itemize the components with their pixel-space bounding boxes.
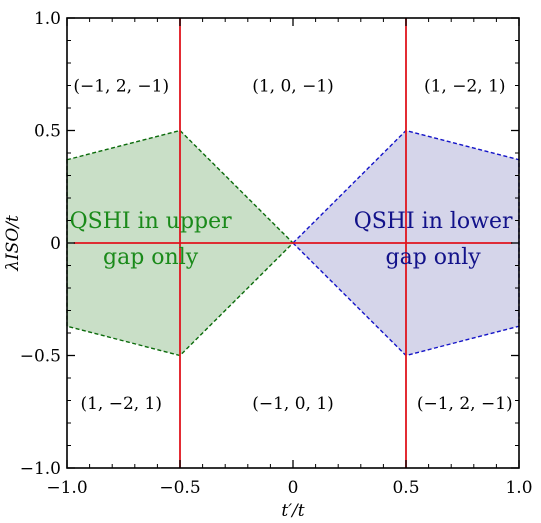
region-label-1: (1, 0, −1) — [252, 77, 334, 97]
region-label-3: (1, −2, 1) — [80, 394, 162, 414]
annotation-1-line-1: gap only — [386, 245, 482, 270]
x-tick-label: −0.5 — [159, 478, 200, 498]
y-tick-label: −0.5 — [20, 347, 61, 367]
phase-boundary-lines — [73, 18, 513, 468]
region-label-4: (−1, 0, 1) — [252, 394, 334, 414]
region-label-2: (1, −2, 1) — [424, 77, 506, 97]
y-axis-label: λISO/t — [3, 215, 23, 272]
x-tick-label: −1.0 — [46, 478, 87, 498]
x-axis-label: t′/t — [281, 501, 304, 521]
region-labels: (−1, 2, −1) (1, 0, −1) (1, −2, 1) (1, −2, 1… — [73, 77, 512, 414]
region-label-5: (−1, 2, −1) — [417, 394, 513, 414]
x-tick-label: 0.5 — [392, 478, 419, 498]
x-tick-label: 1.0 — [505, 478, 532, 498]
annotation-1-line-0: QSHI in lower — [354, 209, 513, 234]
y-tick-label: 0 — [50, 234, 61, 254]
annotation-0-line-1: gap only — [103, 245, 199, 270]
annotation-0-line-0: QSHI in upper — [70, 209, 233, 234]
y-tick-label: 1.0 — [34, 9, 61, 29]
axes: −1.0−1.0 −0.5 −0.5 0 0 0.5 0.5 1.0 1.0 t′/t λISO/t — [3, 9, 533, 521]
region-label-0: (−1, 2, −1) — [73, 77, 169, 97]
y-tick-label: 0.5 — [34, 122, 61, 142]
annotations: QSHI in upper gap only QSHI in lower gap on… — [70, 209, 513, 270]
y-tick-label: −1.0 — [20, 459, 61, 479]
x-tick-label: 0 — [288, 478, 299, 498]
